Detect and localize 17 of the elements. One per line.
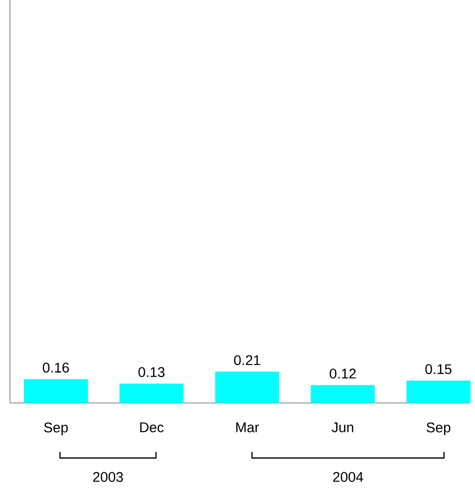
text: 2003 bbox=[93, 472, 123, 482]
x-tick-label: Sep bbox=[426, 422, 450, 436]
data-label: 0.13 bbox=[138, 367, 165, 378]
x-tick-label: Jun bbox=[332, 422, 354, 432]
data-label: 0.12 bbox=[330, 368, 356, 379]
text: 2004 bbox=[333, 472, 364, 482]
data-label: 0.21 bbox=[234, 355, 260, 366]
x-tick-label: Dec bbox=[140, 422, 164, 432]
x-tick-label: Mar bbox=[236, 422, 259, 432]
bar bbox=[24, 379, 88, 403]
bar bbox=[215, 372, 280, 403]
x-tick-label: Sep bbox=[44, 422, 68, 436]
data-label: 0.16 bbox=[42, 362, 69, 373]
data-label: 0.15 bbox=[425, 364, 452, 374]
bar bbox=[120, 384, 184, 403]
bar bbox=[310, 385, 375, 403]
bar bbox=[406, 380, 470, 403]
